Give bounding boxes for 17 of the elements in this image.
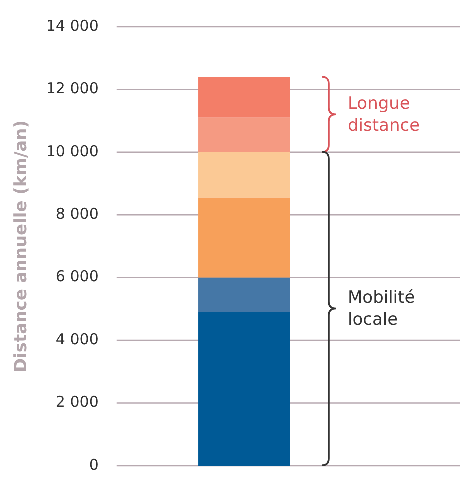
text: Mobilité locale	[348, 287, 416, 332]
y-tick-label: 4 000	[56, 330, 99, 348]
bar	[198, 278, 290, 312]
bar	[198, 198, 290, 278]
y-tick-label: 8 000	[56, 205, 99, 224]
bar	[198, 152, 290, 198]
y-axis-title: Distance annuelle (km/an)	[12, 120, 32, 373]
bar	[198, 312, 290, 466]
y-tick-label: 2 000	[56, 393, 99, 412]
y-tick-label: 12 000	[46, 80, 99, 98]
bar	[198, 77, 290, 118]
y-tick-label: 14 000	[46, 16, 99, 35]
y-tick-label: 6 000	[56, 268, 99, 286]
text: Longue distance	[348, 92, 422, 137]
bar	[198, 118, 290, 152]
y-tick-label: 10 000	[46, 142, 99, 160]
y-tick-label: 0	[89, 456, 99, 474]
